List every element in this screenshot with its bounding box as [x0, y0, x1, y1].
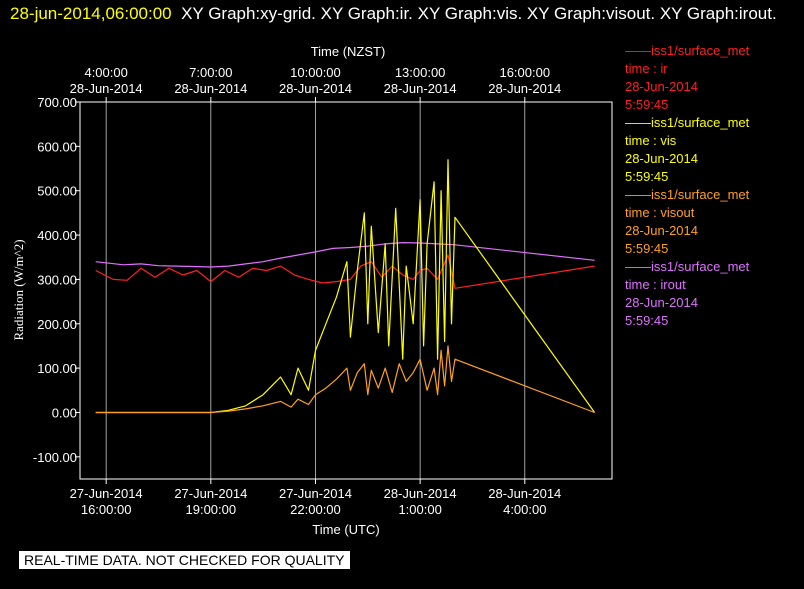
top-x-tick-label: 10:00:00	[290, 65, 341, 80]
y-tick-label: 500.00	[37, 184, 77, 199]
series-line-vis	[96, 160, 595, 413]
axis-ticks: 27-Jun-201416:00:004:00:0028-Jun-201427-…	[33, 65, 561, 517]
top-x-axis-label: Time (NZST)	[311, 44, 386, 59]
series-line-irout	[96, 243, 595, 267]
legend-vis-series: time : vis	[625, 132, 749, 150]
legend-visout-time: 5:59:45	[625, 240, 749, 258]
x-tick-label: 28-Jun-2014	[488, 486, 561, 501]
legend-ir-source: ——iss1/surface_met	[625, 42, 749, 60]
top-x-tick-label: 16:00:00	[499, 65, 550, 80]
x-tick-label: 27-Jun-2014	[174, 486, 247, 501]
x-tick-label: 27-Jun-2014	[279, 486, 352, 501]
legend-visout: ——iss1/surface_met time : visout 28-Jun-…	[625, 186, 749, 258]
legend-irout-series: time : irout	[625, 276, 749, 294]
series-line-ir	[96, 255, 595, 288]
legend-visout-date: 28-Jun-2014	[625, 222, 749, 240]
legend-visout-source: ——iss1/surface_met	[625, 186, 749, 204]
top-x-tick-label: 28-Jun-2014	[279, 81, 352, 96]
top-x-tick-label: 28-Jun-2014	[70, 81, 143, 96]
y-tick-label: 100.00	[37, 361, 77, 376]
y-tick-label: 400.00	[37, 228, 77, 243]
legend-vis-source: ——iss1/surface_met	[625, 114, 749, 132]
x-tick-label: 4:00:00	[503, 502, 546, 517]
legend-line-icon: ——	[625, 115, 651, 130]
y-axis-label: Radiation (W/m^2)	[11, 239, 26, 340]
x-tick-label: 1:00:00	[398, 502, 441, 517]
x-tick-label: 16:00:00	[81, 502, 132, 517]
legend-ir-time: 5:59:45	[625, 96, 749, 114]
legend-irout-source: ——iss1/surface_met	[625, 258, 749, 276]
data-quality-notice: REAL-TIME DATA. NOT CHECKED FOR QUALITY	[19, 551, 350, 569]
legend-ir-series: time : ir	[625, 60, 749, 78]
legend-vis-date: 28-Jun-2014	[625, 150, 749, 168]
legend-ir: ——iss1/surface_met time : ir 28-Jun-2014…	[625, 42, 749, 114]
legend-vis: ——iss1/surface_met time : vis 28-Jun-201…	[625, 114, 749, 186]
top-x-tick-label: 13:00:00	[395, 65, 446, 80]
top-x-tick-label: 28-Jun-2014	[384, 81, 457, 96]
legend-irout: ——iss1/surface_met time : irout 28-Jun-2…	[625, 258, 749, 330]
grid-lines	[106, 102, 525, 479]
top-x-tick-label: 28-Jun-2014	[488, 81, 561, 96]
x-tick-label: 22:00:00	[290, 502, 341, 517]
y-tick-label: 700.00	[37, 95, 77, 110]
y-tick-label: 200.00	[37, 317, 77, 332]
y-tick-label: 0.00	[52, 405, 77, 420]
legend-ir-date: 28-Jun-2014	[625, 78, 749, 96]
y-tick-label: -100.00	[33, 450, 77, 465]
legend-line-icon: ——	[625, 187, 651, 202]
legend-line-icon: ——	[625, 259, 651, 274]
x-tick-label: 27-Jun-2014	[70, 486, 143, 501]
legend-irout-date: 28-Jun-2014	[625, 294, 749, 312]
y-tick-label: 600.00	[37, 139, 77, 154]
legend-visout-series: time : visout	[625, 204, 749, 222]
series-line-visout	[96, 346, 595, 413]
top-x-tick-label: 7:00:00	[189, 65, 232, 80]
top-x-tick-label: 28-Jun-2014	[174, 81, 247, 96]
top-x-tick-label: 4:00:00	[84, 65, 127, 80]
legend-irout-time: 5:59:45	[625, 312, 749, 330]
legend-line-icon: ——	[625, 43, 651, 58]
series-lines	[96, 160, 595, 413]
x-axis-label: Time (UTC)	[312, 522, 379, 537]
legend-vis-time: 5:59:45	[625, 168, 749, 186]
y-tick-label: 300.00	[37, 272, 77, 287]
x-tick-label: 19:00:00	[186, 502, 237, 517]
x-tick-label: 28-Jun-2014	[384, 486, 457, 501]
plot-frame	[80, 102, 612, 479]
